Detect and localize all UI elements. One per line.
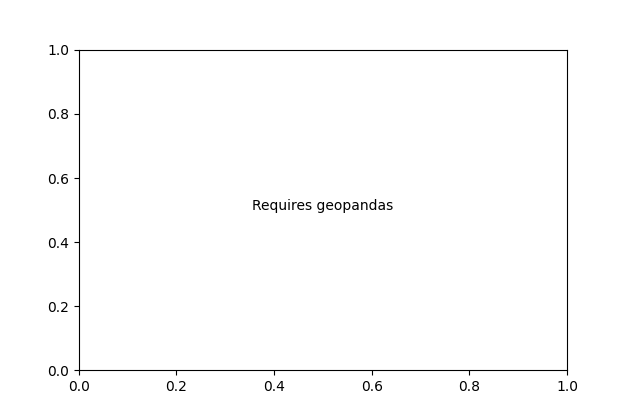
Text: Requires geopandas: Requires geopandas — [252, 199, 394, 213]
